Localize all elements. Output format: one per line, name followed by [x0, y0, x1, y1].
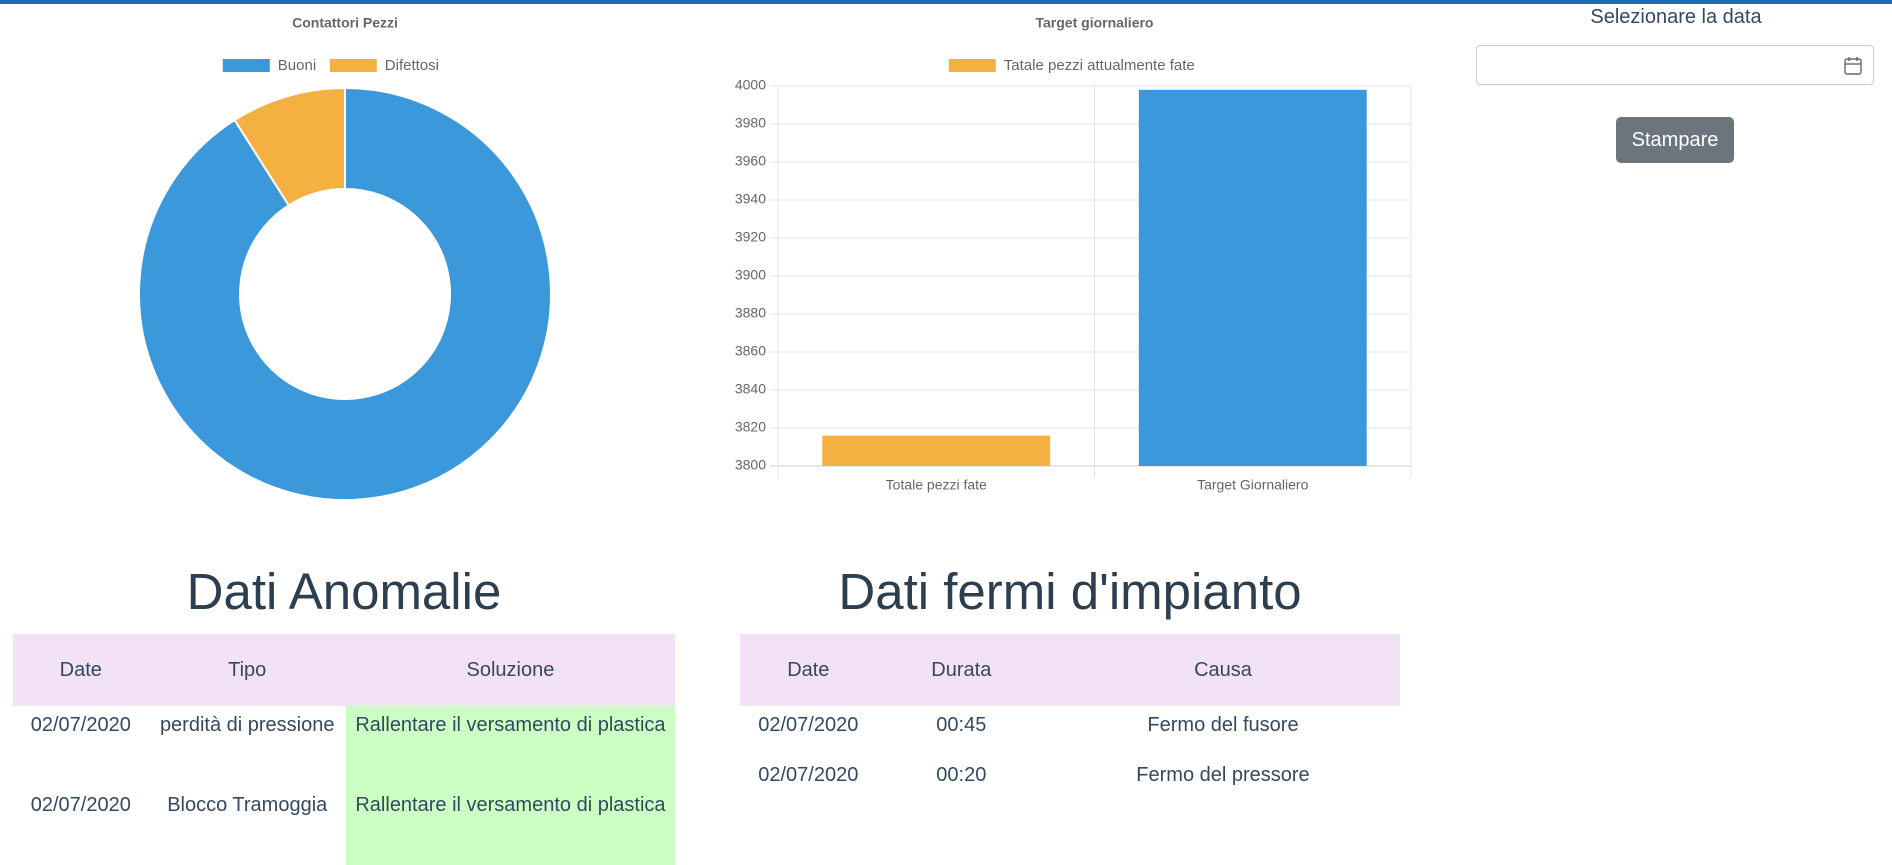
column-header: Durata — [876, 634, 1046, 706]
y-tick-label: 3800 — [735, 457, 766, 473]
table-cell: Fermo del fusore — [1147, 714, 1299, 736]
y-tick-label: 3940 — [735, 191, 766, 207]
calendar-icon — [1844, 57, 1862, 75]
table-cell: 02/07/2020 — [758, 714, 859, 736]
y-tick-label: 3900 — [735, 267, 766, 283]
y-tick-label: 3960 — [735, 153, 766, 169]
table-cell: Blocco Tramoggia — [167, 794, 328, 816]
y-tick-label: 3880 — [735, 305, 766, 321]
top-bar — [0, 0, 1892, 4]
bar-chart: Target giornaliero Tatale pezzi attualmen… — [735, 15, 1412, 493]
column-header: Date — [13, 634, 149, 706]
column-header: Causa — [1045, 634, 1400, 706]
table-title: Dati fermi d'impianto — [838, 563, 1302, 620]
table-cell: 02/07/2020 — [30, 794, 131, 816]
table-cell: 00:45 — [936, 714, 987, 736]
table-cell: Fermo del pressore — [1136, 764, 1310, 786]
table-cell: 00:20 — [936, 764, 987, 786]
legend-swatch — [329, 59, 377, 72]
legend-swatch — [948, 59, 996, 72]
header-row: Date Durata Causa — [740, 634, 1400, 706]
y-tick-label: 3860 — [735, 343, 766, 359]
doughnut-chart: Contattori Pezzi Buoni Difettosi — [138, 15, 552, 501]
table-row: 02/07/2020 00:45 Fermo del fusore — [740, 706, 1400, 756]
bar — [822, 435, 1051, 466]
doughnut-slice — [233, 86, 346, 207]
column-header: Date — [740, 634, 877, 706]
legend-label: Difettosi — [385, 57, 439, 74]
y-tick-label: 3980 — [735, 115, 766, 131]
table-cell: perdità di pressione — [159, 714, 335, 736]
table-cell: 02/07/2020 — [30, 714, 131, 736]
table-row: 02/07/2020 perdità di pressione Rallentare… — [13, 706, 675, 786]
date-label: Selezionare la data — [1590, 6, 1762, 28]
table-cell: 02/07/2020 — [758, 764, 859, 786]
bar — [1138, 89, 1367, 467]
y-tick-label: 3820 — [735, 419, 766, 435]
y-tick-label: 3840 — [735, 381, 766, 397]
table-cell: Rallentare il versamento di plastica — [345, 706, 675, 786]
anomalies-table: Date Tipo Soluzione 02/07/2020 perdità di pr… — [13, 634, 675, 865]
table-title: Dati Anomalie — [186, 563, 502, 620]
table-row: 02/07/2020 Blocco Tramoggia Rallentare il … — [13, 786, 675, 865]
chart-title: Contattori Pezzi — [292, 15, 398, 31]
date-input[interactable] — [1476, 45, 1874, 85]
y-tick-label: 4000 — [735, 77, 766, 93]
x-tick-label: Target Giornaliero — [1197, 477, 1308, 493]
legend-swatch — [222, 59, 270, 72]
print-button[interactable]: Stampare — [1616, 117, 1734, 163]
legend-label: Buoni — [278, 57, 316, 74]
y-tick-label: 3920 — [735, 229, 766, 245]
x-tick-label: Totale pezzi fate — [886, 477, 987, 493]
doughnut-slice — [138, 86, 552, 501]
table-cell: Rallentare il versamento di plastica — [345, 786, 675, 865]
header-row: Date Tipo Soluzione — [13, 634, 675, 706]
chart-title: Target giornaliero — [1036, 15, 1154, 31]
legend-label: Tatale pezzi attualmente fate — [1004, 57, 1195, 74]
table-row: 02/07/2020 00:20 Fermo del pressore — [740, 756, 1400, 806]
column-header: Soluzione — [345, 634, 675, 706]
stops-table: Date Durata Causa 02/07/2020 00:45 Fermo del … — [740, 634, 1400, 806]
column-header: Tipo — [148, 634, 346, 706]
